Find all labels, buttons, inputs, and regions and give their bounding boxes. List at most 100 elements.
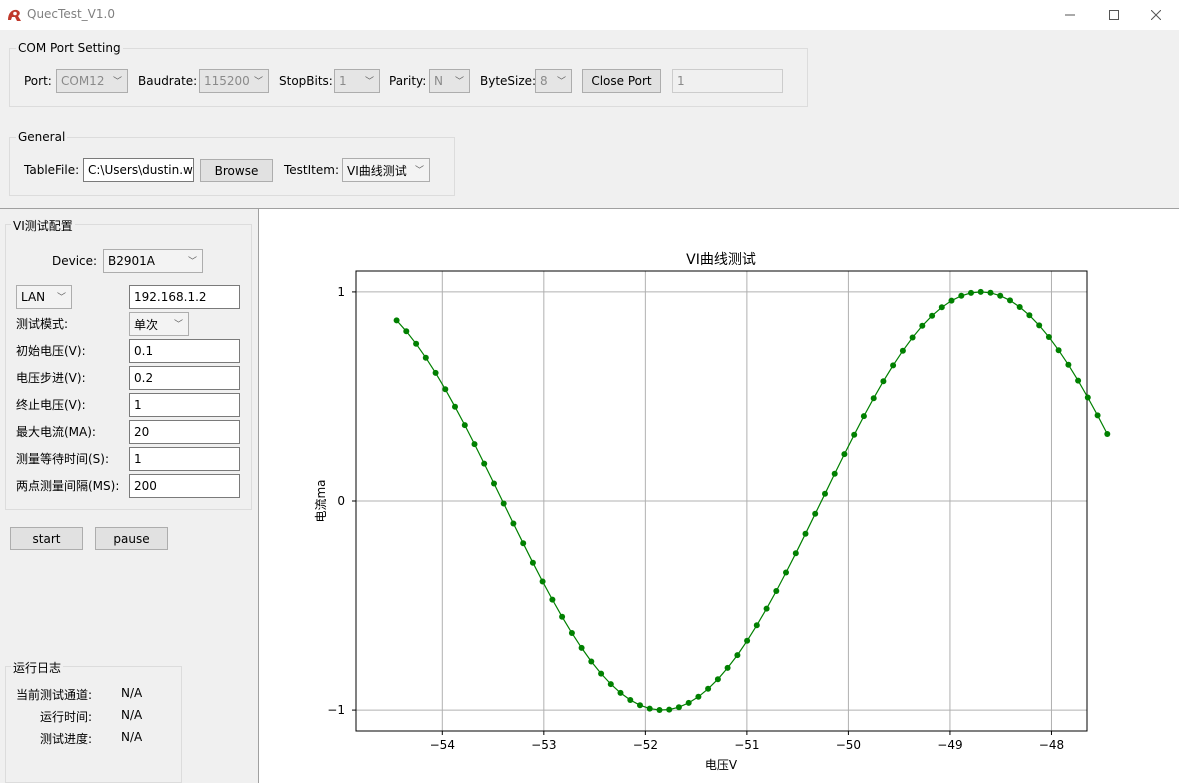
chart-title: VI曲线测试 [686,252,756,268]
device-select[interactable]: B2901A ﹀ [103,249,203,273]
data-point [656,707,663,713]
data-point [783,569,789,576]
data-point [997,292,1004,299]
data-point [929,312,936,319]
data-point [578,644,585,651]
data-point [734,652,741,659]
x-tick-label: −48 [1039,738,1064,752]
data-point [568,630,575,636]
chevron-down-icon: ﹀ [56,293,66,303]
chevron-down-icon: ﹀ [173,320,183,330]
data-point [607,681,614,688]
left-panel-divider [258,209,259,783]
tablefile-label: TableFile: [24,163,80,177]
y-axis-label: 电流ma [314,479,328,522]
data-point [1094,412,1101,419]
x-axis-label: 电压V [705,758,738,772]
ip-address-input[interactable]: 192.168.1.2 [129,285,240,309]
data-point [1036,322,1043,329]
data-point [442,386,449,393]
y-tick-label: 0 [337,494,345,508]
minimize-button[interactable] [1047,0,1093,30]
data-point [695,693,702,700]
data-point [773,588,780,594]
bytesize-label: ByteSize: [480,74,537,88]
data-point [403,328,410,335]
max-current-input[interactable]: 20 [129,420,240,444]
log-group [5,666,182,783]
series-vi-curve [393,288,1111,713]
axis-ticks: −54 −53 −52 −51 −50 −49 −48 −1 0 1 [327,285,1064,752]
testitem-select[interactable]: VI曲线测试 ﹀ [342,158,430,182]
data-point [1065,361,1072,368]
com-port-group-title: COM Port Setting [16,41,123,55]
data-point [588,658,595,665]
data-point [646,705,653,712]
tablefile-input[interactable]: C:\Users\dustin.w [83,158,194,182]
voltage-step-input[interactable]: 0.2 [129,366,240,390]
data-point [1055,347,1062,354]
minimize-icon [1065,14,1075,16]
start-voltage-input[interactable]: 0.1 [129,339,240,363]
data-point [510,520,517,527]
data-point [432,369,439,376]
data-point [559,613,566,620]
interval-input[interactable]: 200 [129,474,240,498]
bytesize-select-value: 8 [540,74,548,88]
x-tick-label: −50 [836,738,861,752]
data-point [880,378,887,385]
port-status-field[interactable]: 1 [672,69,783,93]
x-tick-label: −52 [633,738,658,752]
data-point [617,689,624,696]
x-tick-label: −51 [734,738,759,752]
parity-select[interactable]: N ﹀ [429,69,470,93]
chevron-down-icon: ﹀ [112,77,122,87]
data-point [529,559,536,566]
maximize-button[interactable] [1091,0,1137,30]
start-button[interactable]: start [10,527,83,550]
port-label: Port: [24,74,52,88]
wait-time-input[interactable]: 1 [129,447,240,471]
device-select-value: B2901A [108,254,155,268]
top-divider [0,208,1179,209]
data-point [627,697,634,703]
data-point [822,490,828,497]
voltage-step-label: 电压步进(V): [16,371,86,385]
data-point [977,288,984,295]
test-mode-select[interactable]: 单次 ﹀ [129,312,189,336]
data-point [860,413,867,420]
x-tick-label: −53 [531,738,556,752]
end-voltage-input[interactable]: 1 [129,393,240,417]
y-tick-label: 1 [337,285,345,299]
pause-button[interactable]: pause [95,527,168,550]
interval-label: 两点测量间隔(MS): [16,479,120,493]
baudrate-select[interactable]: 115200 ﹀ [199,69,269,93]
stopbits-label: StopBits: [279,74,333,88]
data-point [987,289,994,296]
browse-button[interactable]: Browse [200,159,273,182]
port-select[interactable]: COM12 ﹀ [56,69,128,93]
data-point [938,304,945,311]
data-point [812,510,819,517]
app-logo-icon [8,9,21,21]
data-point [1075,377,1082,384]
data-point [753,622,760,629]
channel-label: 当前测试通道: [16,688,93,702]
start-voltage-label: 初始电压(V): [16,344,86,358]
baudrate-label: Baudrate: [138,74,198,88]
chevron-down-icon: ﹀ [364,77,374,87]
channel-value: N/A [121,686,143,700]
general-group-title: General [16,130,68,144]
progress-label: 测试进度: [40,732,93,746]
bytesize-select[interactable]: 8 ﹀ [535,69,572,93]
data-point [831,470,838,477]
stopbits-select[interactable]: 1 ﹀ [334,69,380,93]
data-point [491,480,497,487]
connection-select[interactable]: LAN ﹀ [16,285,72,309]
close-window-button[interactable] [1133,0,1179,30]
data-point [968,289,974,296]
close-port-button[interactable]: Close Port [582,69,661,93]
vi-config-group [5,224,252,510]
data-point [481,460,488,467]
log-group-title: 运行日志 [11,659,64,676]
